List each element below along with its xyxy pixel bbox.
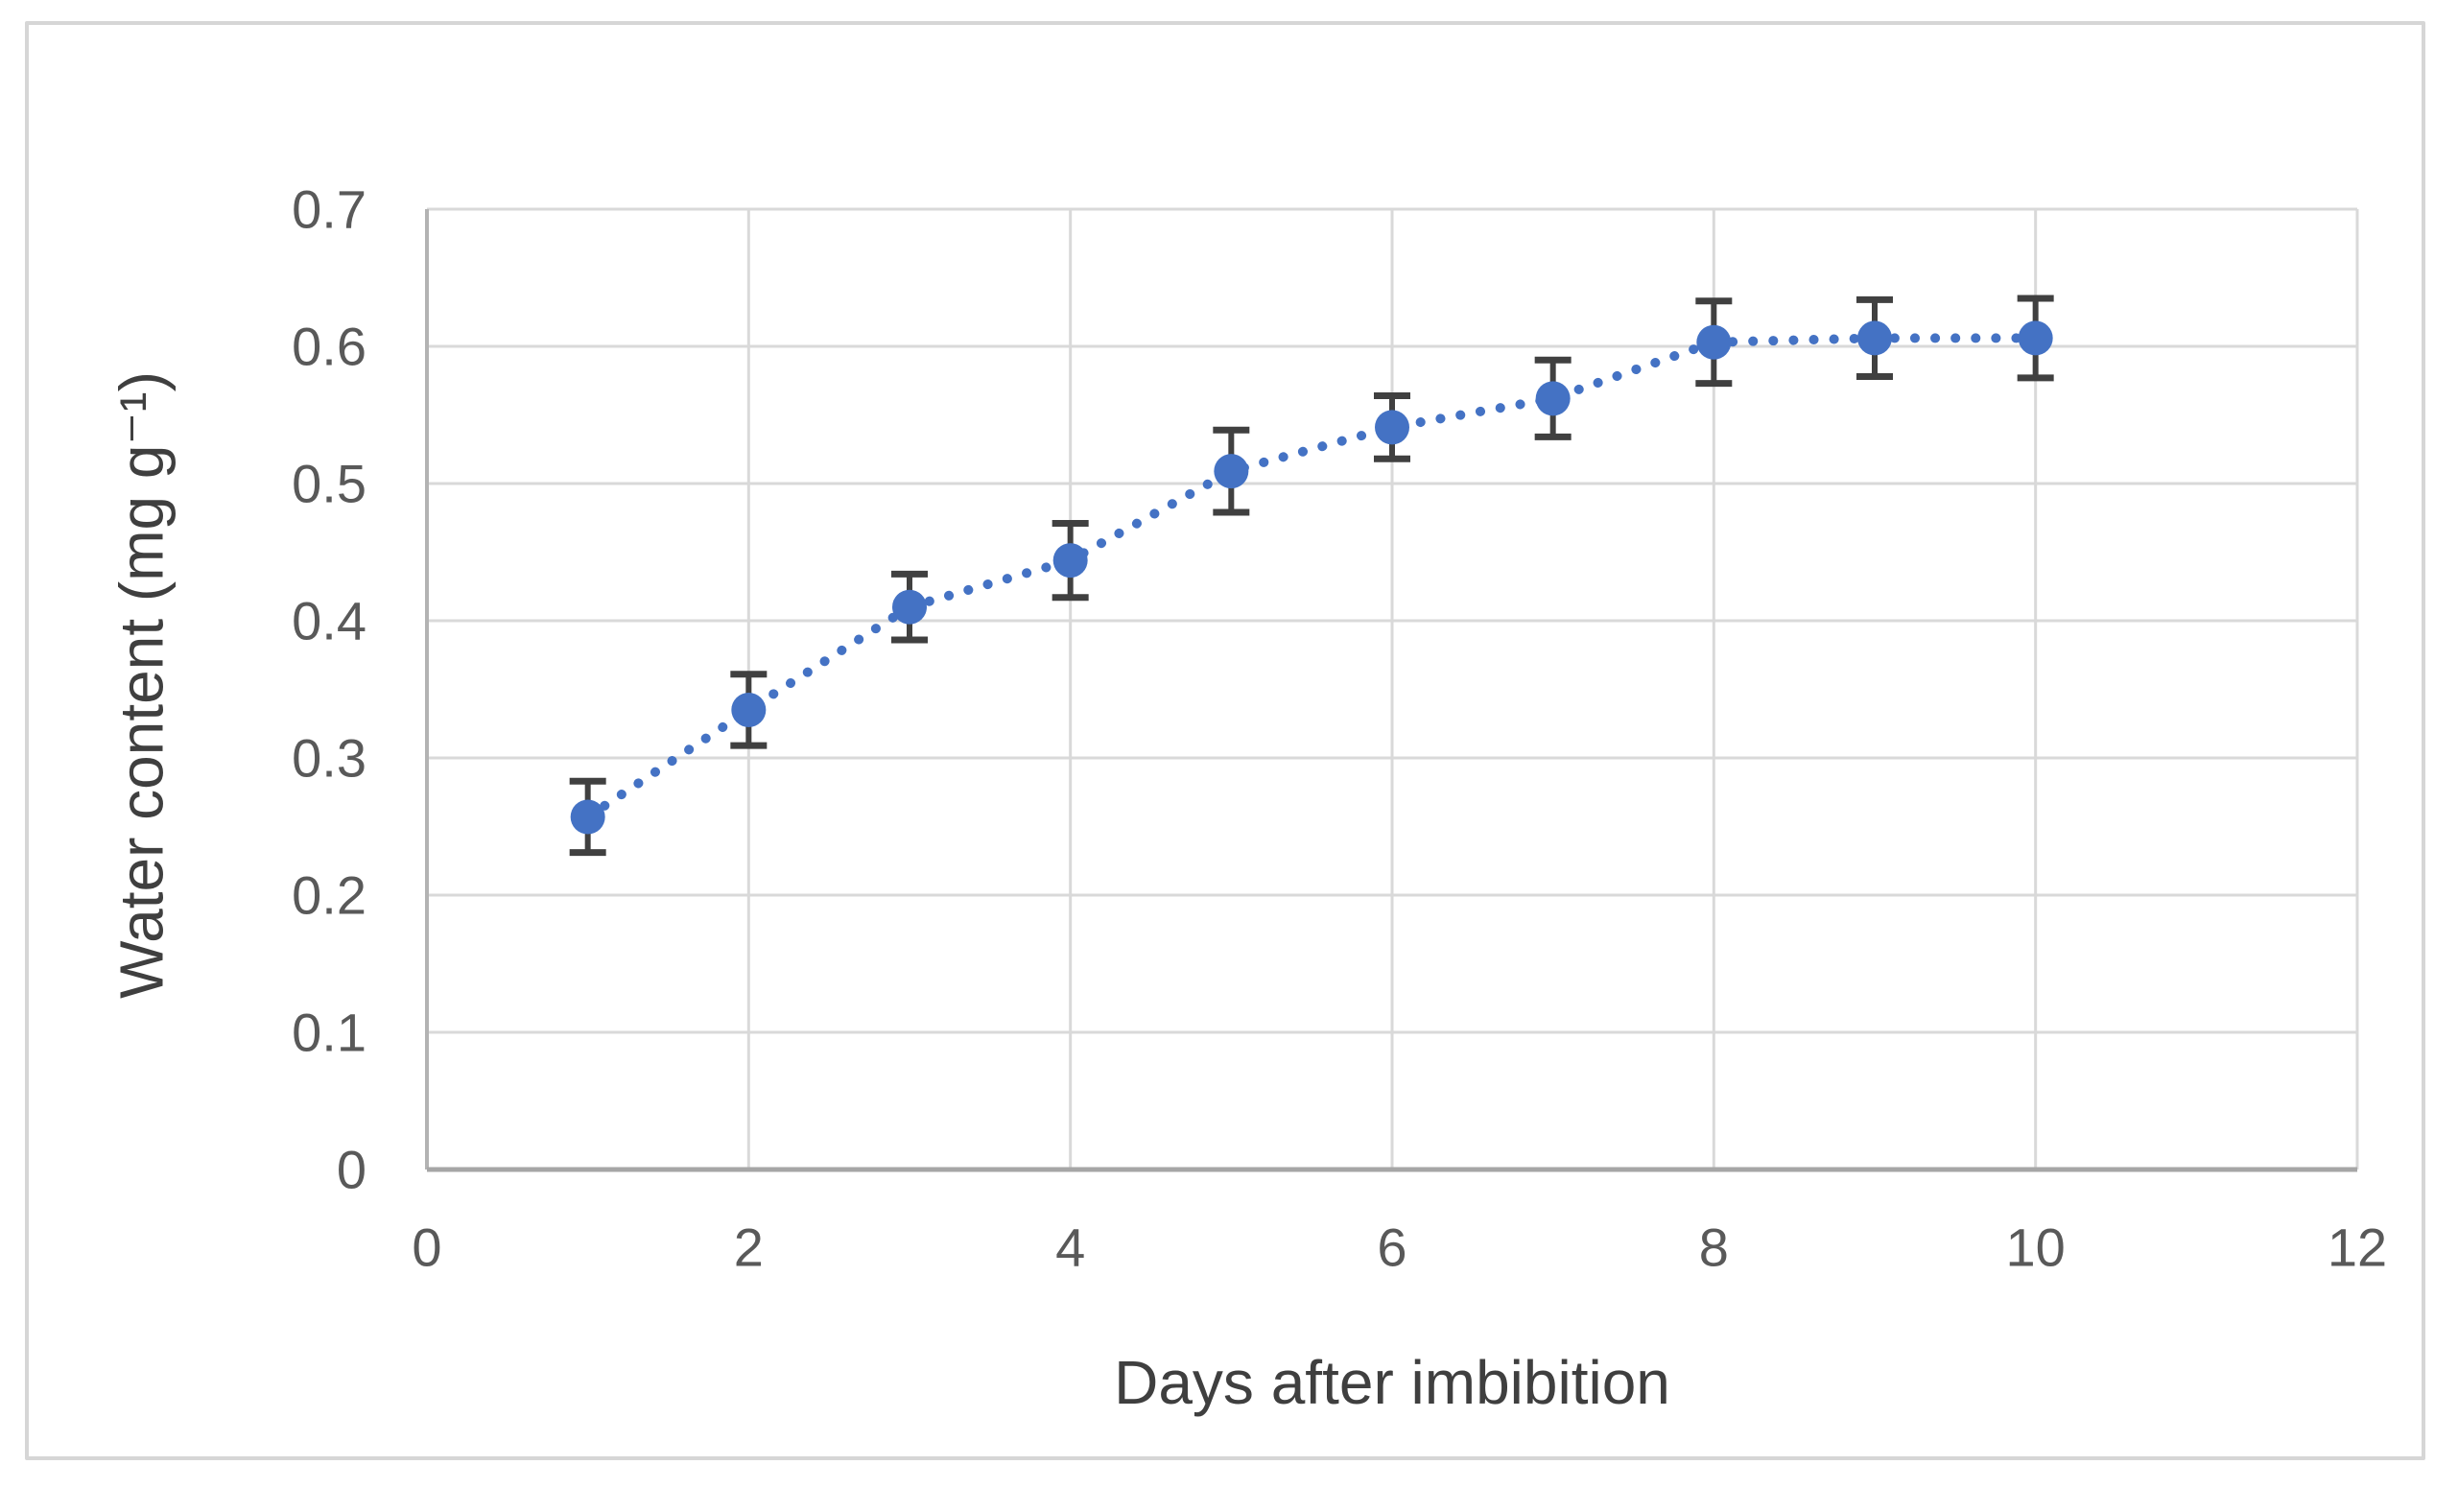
x-tick-label: 0 [412,1217,441,1278]
y-tick-label: 0.2 [292,865,366,926]
x-tick-label: 6 [1377,1217,1406,1278]
y-axis-title: Water content (mg g⁻¹) [106,371,177,999]
y-tick-label: 0.1 [292,1003,366,1063]
data-point-marker [1535,381,1571,416]
data-point-marker [892,589,927,625]
figure-border: 0 0.1 0.2 0.3 0.4 0.5 0.6 0.7 0 2 4 6 8 10 12 Days aft… [25,21,2425,1460]
data-point-marker [2018,320,2053,356]
y-tick-label: 0.4 [292,591,366,651]
x-tick-label: 2 [734,1217,764,1278]
data-point-marker [1052,543,1088,579]
x-axis-title: Days after imbibition [1114,1348,1670,1417]
x-tick-label: 10 [2006,1217,2066,1278]
data-point-marker [1214,454,1249,489]
y-tick-label: 0.5 [292,454,366,514]
series-dotted-line [582,333,2041,822]
water-content-scatter-chart: 0 0.1 0.2 0.3 0.4 0.5 0.6 0.7 0 2 4 6 8 10 12 [292,179,2387,1278]
x-tick-label: 12 [2328,1217,2387,1278]
data-point-marker [1696,324,1732,360]
data-point-marker [731,692,767,727]
y-tick-label: 0 [337,1140,366,1200]
y-tick-label: 0.7 [292,179,366,240]
y-tick-label: 0.3 [292,728,366,789]
data-point-marker [1857,320,1892,356]
data-point-marker [1375,410,1409,445]
data-point-marker [570,799,605,835]
y-tick-label: 0.6 [292,317,366,377]
x-tick-label: 4 [1055,1217,1085,1278]
x-tick-label: 8 [1699,1217,1729,1278]
